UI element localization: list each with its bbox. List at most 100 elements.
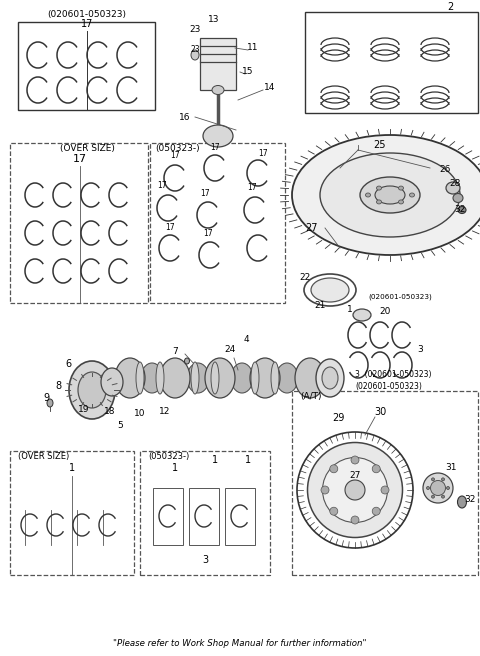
Text: 17: 17 xyxy=(258,148,268,157)
Text: (OVER SIZE): (OVER SIZE) xyxy=(60,144,115,152)
Ellipse shape xyxy=(251,362,259,394)
Text: 15: 15 xyxy=(242,68,254,77)
Text: 5: 5 xyxy=(117,420,123,430)
Text: 30: 30 xyxy=(374,407,386,417)
Text: 4: 4 xyxy=(243,335,249,344)
Ellipse shape xyxy=(453,194,463,203)
Text: 17: 17 xyxy=(157,182,167,190)
Text: 17: 17 xyxy=(247,184,257,192)
Ellipse shape xyxy=(187,363,209,393)
Text: 17: 17 xyxy=(170,152,180,161)
Text: (050323-): (050323-) xyxy=(155,144,200,152)
Ellipse shape xyxy=(308,443,403,537)
Bar xyxy=(200,38,236,90)
Bar xyxy=(292,391,478,575)
Text: 27: 27 xyxy=(349,470,360,480)
Ellipse shape xyxy=(47,399,53,407)
Ellipse shape xyxy=(311,278,349,302)
Text: (020601-050323): (020601-050323) xyxy=(368,294,432,300)
Ellipse shape xyxy=(351,456,359,464)
Bar xyxy=(153,488,183,545)
Ellipse shape xyxy=(372,465,380,473)
Text: 1: 1 xyxy=(69,463,75,473)
Text: 7: 7 xyxy=(172,348,178,356)
Ellipse shape xyxy=(381,486,389,494)
Ellipse shape xyxy=(276,363,298,393)
Ellipse shape xyxy=(322,367,338,389)
Text: 26: 26 xyxy=(439,165,451,174)
Text: 10: 10 xyxy=(134,409,146,419)
Ellipse shape xyxy=(360,177,420,213)
Text: "Please refer to Work Shop Manual for further information": "Please refer to Work Shop Manual for fu… xyxy=(113,638,367,647)
Text: 1: 1 xyxy=(245,455,251,465)
Text: 18: 18 xyxy=(104,407,116,417)
Ellipse shape xyxy=(446,182,460,194)
Bar xyxy=(140,451,270,575)
Ellipse shape xyxy=(271,362,279,394)
Bar xyxy=(18,22,155,110)
Ellipse shape xyxy=(101,368,123,396)
Ellipse shape xyxy=(211,362,219,394)
Ellipse shape xyxy=(69,361,115,419)
Ellipse shape xyxy=(295,358,325,398)
Ellipse shape xyxy=(442,478,444,481)
Ellipse shape xyxy=(136,362,144,394)
Text: 22: 22 xyxy=(300,274,311,283)
Text: 17: 17 xyxy=(210,144,220,152)
Ellipse shape xyxy=(212,85,224,94)
Text: 11: 11 xyxy=(247,43,259,52)
Text: (050323-): (050323-) xyxy=(148,451,189,461)
Text: 12: 12 xyxy=(159,407,171,417)
Ellipse shape xyxy=(432,495,434,498)
Bar xyxy=(10,143,148,303)
Bar xyxy=(10,451,134,575)
Ellipse shape xyxy=(409,193,415,197)
Ellipse shape xyxy=(376,186,382,190)
Ellipse shape xyxy=(321,486,329,494)
Ellipse shape xyxy=(191,362,199,394)
Ellipse shape xyxy=(78,372,106,408)
Bar xyxy=(305,12,478,113)
Text: 1: 1 xyxy=(212,455,218,465)
Text: 32: 32 xyxy=(464,495,476,504)
Text: 17: 17 xyxy=(73,154,87,164)
Text: 20: 20 xyxy=(379,308,391,316)
Text: 32: 32 xyxy=(454,205,466,215)
Ellipse shape xyxy=(205,358,235,398)
Text: 6: 6 xyxy=(65,359,71,369)
Text: 3  (020601-050323): 3 (020601-050323) xyxy=(355,371,432,380)
Text: 25: 25 xyxy=(374,140,386,150)
Text: 28: 28 xyxy=(449,178,461,188)
Text: (020601-050323): (020601-050323) xyxy=(48,10,127,20)
Text: 27: 27 xyxy=(306,223,318,233)
Ellipse shape xyxy=(372,507,380,515)
Bar xyxy=(150,143,285,303)
Ellipse shape xyxy=(184,358,190,364)
Ellipse shape xyxy=(160,358,190,398)
Ellipse shape xyxy=(320,153,460,237)
Ellipse shape xyxy=(115,358,145,398)
Text: 3: 3 xyxy=(417,346,423,354)
Text: 8: 8 xyxy=(55,381,61,391)
Text: 21: 21 xyxy=(314,300,326,310)
Ellipse shape xyxy=(250,358,280,398)
Ellipse shape xyxy=(442,495,444,498)
Ellipse shape xyxy=(330,465,338,473)
Ellipse shape xyxy=(292,135,480,255)
Ellipse shape xyxy=(191,50,199,60)
Ellipse shape xyxy=(316,359,344,397)
Text: 1: 1 xyxy=(347,306,353,314)
Bar xyxy=(189,488,219,545)
Text: 3: 3 xyxy=(202,555,208,565)
Text: 16: 16 xyxy=(179,112,191,121)
Ellipse shape xyxy=(398,186,404,190)
Text: (020601-050323): (020601-050323) xyxy=(355,382,422,392)
Ellipse shape xyxy=(431,480,445,495)
Text: (A/T): (A/T) xyxy=(300,392,322,401)
Text: 1: 1 xyxy=(172,463,178,473)
Text: 17: 17 xyxy=(203,228,213,237)
Text: 2: 2 xyxy=(447,2,453,12)
Ellipse shape xyxy=(427,487,430,489)
Text: 29: 29 xyxy=(332,413,344,423)
Ellipse shape xyxy=(231,363,253,393)
